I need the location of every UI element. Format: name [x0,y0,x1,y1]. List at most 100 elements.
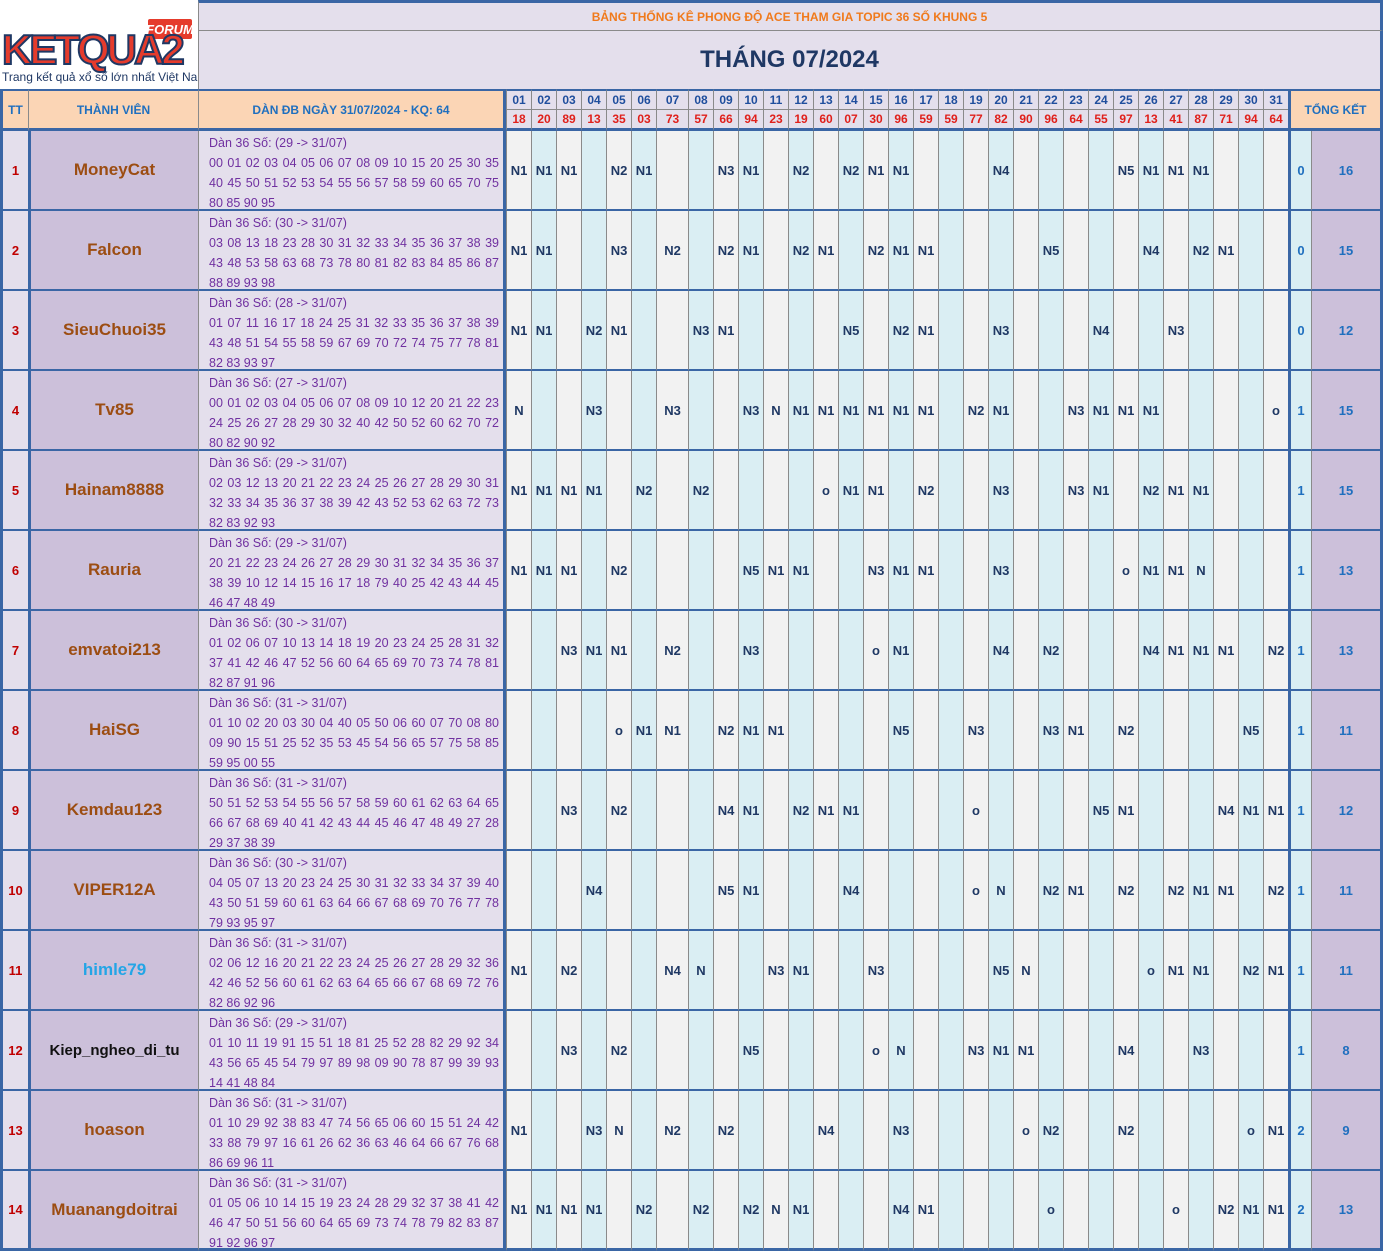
day-mark-cell [531,851,556,931]
day-mark-cell [556,851,581,931]
day-mark-cell [606,371,631,451]
day-mark-cell [938,211,963,291]
dan-title: Dàn 36 Số: (28 -> 31/07) [209,296,347,310]
col-header-summary: TỔNG KẾT [1288,89,1383,131]
day-mark-cell [713,451,738,531]
day-mark-cell [506,771,531,851]
day-result: 96 [1038,110,1063,131]
member-name[interactable]: Falcon [28,211,198,291]
day-mark-cell: N1 [1263,771,1288,851]
day-mark-cell [1138,1091,1163,1171]
day-mark-cell [581,771,606,851]
day-mark-cell: N2 [713,211,738,291]
day-mark-cell: N3 [1038,691,1063,771]
day-header: 13 [813,89,838,110]
dan-title: Dàn 36 Số: (29 -> 31/07) [209,136,347,150]
day-mark-cell [888,451,913,531]
member-name[interactable]: Kiep_ngheo_di_tu [28,1011,198,1091]
summary-count-1: 2 [1288,1091,1311,1171]
day-mark-cell [813,1171,838,1251]
member-name[interactable]: Kemdau123 [28,771,198,851]
day-result: 94 [738,110,763,131]
dan-number-list: 01 05 06 10 14 15 19 23 24 28 29 32 37 3… [209,1196,499,1250]
member-name[interactable]: Muanangdoitrai [28,1171,198,1251]
day-mark-cell [838,611,863,691]
day-mark-cell [788,1011,813,1091]
day-mark-cell: N2 [963,371,988,451]
day-mark-cell [656,131,688,211]
day-mark-cell [763,211,788,291]
dan-title: Dàn 36 Số: (30 -> 31/07) [209,216,347,230]
day-mark-cell [606,451,631,531]
day-mark-cell: N1 [813,211,838,291]
day-mark-cell: N2 [581,291,606,371]
day-mark-cell [713,1171,738,1251]
day-mark-cell: N1 [556,451,581,531]
day-mark-cell [1213,131,1238,211]
day-mark-cell: N1 [1138,531,1163,611]
member-name[interactable]: emvatoi213 [28,611,198,691]
day-mark-cell: N2 [606,1011,631,1091]
day-mark-cell: N2 [631,451,656,531]
dan-title: Dàn 36 Số: (30 -> 31/07) [209,616,347,630]
day-mark-cell [631,1091,656,1171]
dan-title: Dàn 36 Số: (29 -> 31/07) [209,1016,347,1030]
day-mark-cell [1263,291,1288,371]
day-header: 30 [1238,89,1263,110]
day-mark-cell: N2 [1263,851,1288,931]
day-mark-cell [688,611,713,691]
day-mark-cell [913,1011,938,1091]
day-mark-cell [813,691,838,771]
day-mark-cell [1038,531,1063,611]
member-name[interactable]: SieuChuoi35 [28,291,198,371]
day-mark-cell: N2 [713,691,738,771]
member-name[interactable]: Hainam8888 [28,451,198,531]
day-mark-cell [1188,291,1213,371]
day-mark-cell [1113,931,1138,1011]
dan-title: Dàn 36 Số: (29 -> 31/07) [209,536,347,550]
day-mark-cell [631,1011,656,1091]
summary-count-2: 13 [1311,1171,1383,1251]
day-mark-cell: N1 [838,771,863,851]
day-mark-cell: N1 [763,531,788,611]
day-mark-cell: N1 [531,451,556,531]
day-mark-cell: N3 [656,371,688,451]
day-header: 23 [1063,89,1088,110]
logo[interactable]: FORUM KETQUA2 Trang kết quả xổ số lớn nh… [0,0,198,88]
day-mark-cell: N1 [531,131,556,211]
member-name[interactable]: hoason [28,1091,198,1171]
dan-title: Dàn 36 Số: (27 -> 31/07) [209,376,347,390]
day-mark-cell: o [606,691,631,771]
day-mark-cell: N1 [531,211,556,291]
member-name[interactable]: VIPER12A [28,851,198,931]
member-name[interactable]: Tv85 [28,371,198,451]
member-name[interactable]: MoneyCat [28,131,198,211]
member-name[interactable]: himle79 [28,931,198,1011]
ketqua2-logo-icon: FORUM KETQUA2 Trang kết quả xổ số lớn nh… [0,0,198,88]
row-number: 11 [0,931,28,1011]
day-mark-cell: N1 [1188,131,1213,211]
day-mark-cell [1163,771,1188,851]
day-mark-cell: N4 [988,131,1013,211]
day-mark-cell [813,131,838,211]
day-mark-cell [1138,691,1163,771]
member-name[interactable]: HaiSG [28,691,198,771]
day-mark-cell: N [1013,931,1038,1011]
day-mark-cell [1038,371,1063,451]
day-mark-cell [688,1091,713,1171]
day-mark-cell: N1 [1263,1171,1288,1251]
row-number: 6 [0,531,28,611]
day-mark-cell: N4 [1213,771,1238,851]
dan-number-list: 02 06 12 16 20 21 22 23 24 25 26 27 28 2… [209,956,499,1010]
day-mark-cell: N1 [1213,211,1238,291]
day-mark-cell: N3 [863,531,888,611]
day-mark-cell [688,371,713,451]
day-mark-cell [988,771,1013,851]
day-mark-cell [1063,1091,1088,1171]
day-mark-cell: N1 [531,531,556,611]
day-mark-cell [1088,131,1113,211]
member-name[interactable]: Rauria [28,531,198,611]
day-result: 18 [506,110,531,131]
summary-count-1: 1 [1288,1011,1311,1091]
day-mark-cell: N1 [838,371,863,451]
